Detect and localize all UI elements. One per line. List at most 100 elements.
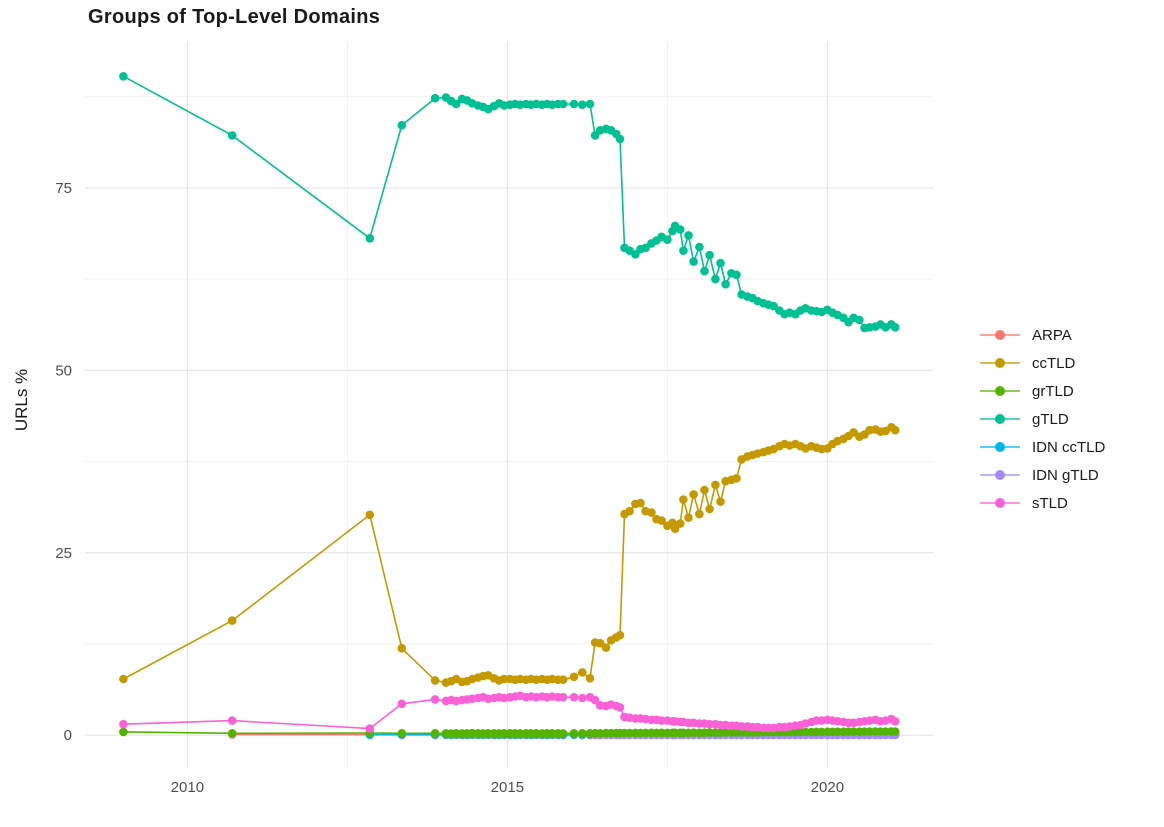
data-point-grTLD xyxy=(569,729,579,738)
data-point-gTLD xyxy=(689,257,698,266)
data-point-gTLD xyxy=(700,266,709,276)
chart-title: Groups of Top-Level Domains xyxy=(88,6,381,28)
x-tick-label: 2020 xyxy=(811,779,844,796)
legend-label: gTLD xyxy=(1032,410,1069,428)
data-point-sTLD xyxy=(397,699,407,709)
data-point-gTLD xyxy=(679,246,688,255)
data-point-ccTLD xyxy=(119,674,128,684)
x-tick-label: 2010 xyxy=(171,779,204,796)
data-point-grTLD xyxy=(558,729,568,738)
data-point-gTLD xyxy=(451,99,461,109)
legend-key-icon xyxy=(980,358,1020,368)
data-point-gTLD xyxy=(397,120,407,130)
data-point-ccTLD xyxy=(700,485,709,495)
data-point-ccTLD xyxy=(569,672,579,682)
data-point-gTLD xyxy=(558,99,568,109)
data-point-ccTLD xyxy=(558,675,568,684)
data-point-ccTLD xyxy=(716,497,725,507)
data-point-ccTLD xyxy=(601,643,611,652)
legend-label: IDN gTLD xyxy=(1032,466,1099,484)
data-point-gTLD xyxy=(615,134,625,144)
data-point-sTLD xyxy=(227,716,237,725)
data-point-gTLD xyxy=(695,242,704,252)
data-point-ccTLD xyxy=(625,506,634,516)
data-point-gTLD xyxy=(675,225,685,234)
legend-label: IDN ccTLD xyxy=(1032,438,1106,456)
data-point-sTLD xyxy=(615,703,625,712)
data-point-grTLD xyxy=(430,729,440,738)
data-point-ccTLD xyxy=(675,519,685,528)
data-point-gTLD xyxy=(663,235,672,244)
series-line-gTLD xyxy=(123,75,896,329)
legend-label: ARPA xyxy=(1032,326,1072,344)
data-point-gTLD xyxy=(430,93,440,103)
data-point-ccTLD xyxy=(705,504,714,514)
data-point-grTLD xyxy=(578,729,587,738)
y-tick-label: 75 xyxy=(55,180,72,197)
data-point-sTLD xyxy=(569,692,579,702)
data-point-ccTLD xyxy=(227,616,237,625)
legend-item-IDN-ccTLD: IDN ccTLD xyxy=(978,433,1105,461)
data-point-ccTLD xyxy=(578,668,587,677)
data-point-sTLD xyxy=(119,719,128,729)
data-point-ccTLD xyxy=(647,508,656,517)
x-tick-label: 2015 xyxy=(491,779,524,796)
legend-item-sTLD: sTLD xyxy=(978,489,1105,517)
legend: ARPA ccTLD grTLD gTLD IDN ccTLD IDN gTLD sTLD xyxy=(978,321,1105,517)
data-point-gTLD xyxy=(365,234,375,243)
data-point-grTLD xyxy=(227,729,237,738)
data-point-ccTLD xyxy=(689,490,698,499)
data-point-gTLD xyxy=(890,323,900,332)
data-point-ccTLD xyxy=(890,425,900,435)
data-point-sTLD xyxy=(430,695,440,704)
data-point-ccTLD xyxy=(679,495,688,504)
y-tick-label: 25 xyxy=(55,545,72,562)
legend-item-grTLD: grTLD xyxy=(978,377,1105,405)
legend-key-icon xyxy=(980,414,1020,424)
data-point-grTLD xyxy=(890,727,900,736)
legend-item-gTLD: gTLD xyxy=(978,405,1105,433)
data-point-ccTLD xyxy=(397,644,407,653)
legend-key-icon xyxy=(980,330,1020,340)
data-point-ccTLD xyxy=(585,674,595,683)
legend-item-IDN-gTLD: IDN gTLD xyxy=(978,461,1105,489)
data-point-ccTLD xyxy=(430,676,440,685)
data-point-ccTLD xyxy=(636,498,645,508)
legend-item-ccTLD: ccTLD xyxy=(978,349,1105,377)
data-point-gTLD xyxy=(711,274,720,284)
legend-label: sTLD xyxy=(1032,494,1068,512)
data-point-gTLD xyxy=(684,231,693,240)
data-point-gTLD xyxy=(569,99,579,109)
data-point-ccTLD xyxy=(695,509,704,519)
legend-key-icon xyxy=(980,442,1020,452)
data-point-grTLD xyxy=(397,729,407,738)
data-point-grTLD xyxy=(119,727,128,737)
legend-key-icon xyxy=(980,386,1020,396)
data-point-sTLD xyxy=(890,717,900,726)
legend-label: grTLD xyxy=(1032,382,1074,400)
data-point-gTLD xyxy=(732,270,741,280)
legend-key-icon xyxy=(980,498,1020,508)
data-point-sTLD xyxy=(558,692,568,702)
data-point-sTLD xyxy=(578,693,587,703)
y-tick-label: 0 xyxy=(64,727,72,744)
data-point-ccTLD xyxy=(684,513,693,522)
data-point-gTLD xyxy=(578,100,587,109)
data-point-ccTLD xyxy=(711,480,720,490)
data-point-gTLD xyxy=(855,315,864,325)
data-point-gTLD xyxy=(721,279,730,289)
data-point-ccTLD xyxy=(732,474,741,483)
data-point-ccTLD xyxy=(615,630,625,640)
data-point-ccTLD xyxy=(657,516,666,525)
data-point-sTLD xyxy=(365,724,375,733)
y-tick-label: 50 xyxy=(55,362,72,379)
legend-item-ARPA: ARPA xyxy=(978,321,1105,349)
data-point-gTLD xyxy=(119,72,128,81)
legend-key-icon xyxy=(980,470,1020,480)
y-axis-title: URLs % xyxy=(12,368,31,432)
data-point-gTLD xyxy=(716,258,725,268)
data-point-ccTLD xyxy=(365,510,375,520)
data-point-gTLD xyxy=(585,99,595,109)
